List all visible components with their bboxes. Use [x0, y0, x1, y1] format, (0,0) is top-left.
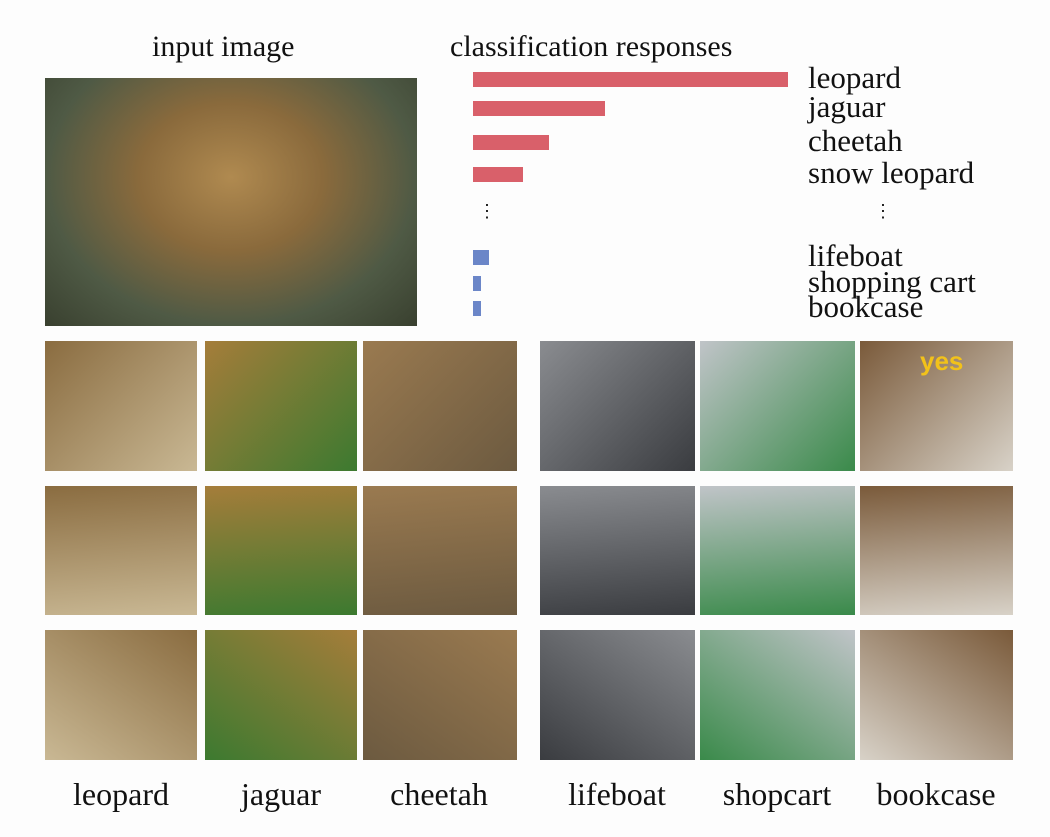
- bookcase-example-image: [860, 341, 1013, 471]
- label-lifeboat: lifeboat: [808, 238, 903, 273]
- bar-shopping-cart: [473, 276, 481, 291]
- shopcart-example-image: [700, 486, 855, 615]
- bar-jaguar: [473, 101, 606, 116]
- jaguar-example-image: [205, 341, 357, 471]
- lifeboat-example-image: [540, 486, 695, 615]
- caption-lifeboat: lifeboat: [568, 776, 666, 812]
- lifeboat-example-image: [540, 341, 695, 471]
- leopard-example-image: [45, 341, 197, 471]
- bar-snow-leopard: [473, 167, 524, 182]
- bookcase-yes-overlay: yes: [920, 346, 964, 376]
- label-bookcase: bookcase: [808, 289, 924, 324]
- input-image-title: input image: [152, 30, 295, 63]
- caption-jaguar: jaguar: [241, 776, 321, 812]
- bar-lifeboat: [473, 250, 489, 265]
- cheetah-example-image: [363, 630, 517, 760]
- bar-ellipsis: ⋮: [478, 201, 496, 221]
- leopard-example-image: [45, 486, 197, 615]
- bookcase-example-image: [860, 486, 1013, 615]
- input-leopard-image: [45, 78, 417, 326]
- bar-bookcase: [473, 301, 481, 316]
- shopcart-example-image: [700, 341, 855, 471]
- label-cheetah: cheetah: [808, 123, 903, 158]
- cheetah-example-image: [363, 486, 517, 615]
- cheetah-example-image: [363, 341, 517, 471]
- caption-shopcart: shopcart: [722, 776, 832, 812]
- label-shopping-cart: shopping cart: [808, 264, 976, 299]
- responses-title: classification responses: [450, 30, 733, 63]
- jaguar-example-image: [205, 486, 357, 615]
- bar-leopard: [473, 72, 788, 87]
- caption-leopard: leopard: [73, 776, 169, 812]
- jaguar-example-image: [205, 630, 357, 760]
- caption-cheetah: cheetah: [390, 776, 488, 812]
- bar-cheetah: [473, 135, 549, 150]
- lifeboat-example-image: [540, 630, 695, 760]
- label-snow-leopard: snow leopard: [808, 155, 975, 190]
- label-leopard: leopard: [808, 60, 901, 95]
- shopcart-example-image: [700, 630, 855, 760]
- leopard-example-image: [45, 630, 197, 760]
- label-jaguar: jaguar: [808, 89, 886, 124]
- caption-bookcase: bookcase: [876, 776, 996, 812]
- label-ellipsis: ⋮: [874, 201, 892, 221]
- bookcase-example-image: [860, 630, 1013, 760]
